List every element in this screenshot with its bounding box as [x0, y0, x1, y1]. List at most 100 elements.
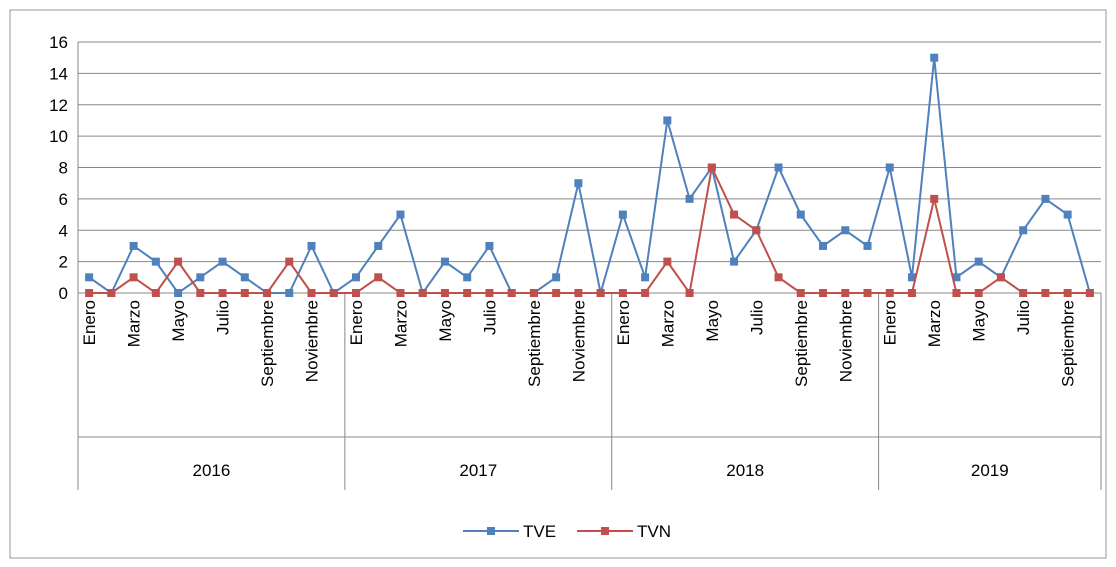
point: [129, 273, 138, 282]
x-tick-label: Marzo: [658, 300, 677, 347]
point: [952, 273, 961, 282]
point: [351, 273, 360, 282]
point: [596, 289, 605, 297]
point: [396, 210, 405, 219]
x-tick-label: Septiembre: [1059, 300, 1078, 387]
point: [974, 257, 983, 266]
point: [819, 289, 828, 297]
point: [174, 289, 183, 297]
point: [1041, 289, 1050, 297]
point: [885, 289, 894, 297]
point: [440, 257, 449, 266]
x-tick-label: Enero: [614, 300, 633, 345]
point: [463, 289, 472, 297]
x-tick-label: Julio: [214, 300, 233, 335]
point: [1063, 289, 1072, 297]
point: [196, 273, 205, 282]
x-tick-label: Mayo: [703, 300, 722, 342]
point: [552, 289, 561, 297]
group-label: 2016: [193, 461, 231, 480]
point: [730, 257, 739, 266]
point: [1041, 194, 1050, 203]
point: [641, 273, 650, 282]
x-tick-label: Marzo: [391, 300, 410, 347]
group-label: 2019: [971, 461, 1009, 480]
point: [707, 163, 716, 172]
point: [841, 226, 850, 235]
point: [618, 289, 627, 297]
point: [307, 241, 316, 250]
x-tick-label: Julio: [1014, 300, 1033, 335]
point: [1063, 210, 1072, 219]
point: [374, 273, 383, 282]
y-tick-label: 16: [49, 33, 68, 52]
point: [218, 289, 227, 297]
point: [574, 179, 583, 188]
point: [663, 116, 672, 125]
point: [285, 289, 294, 297]
point: [730, 210, 739, 219]
point: [663, 257, 672, 266]
y-tick-label: 4: [59, 221, 68, 240]
x-tick-label: Julio: [747, 300, 766, 335]
point: [907, 289, 916, 297]
x-tick-label: Mayo: [436, 300, 455, 342]
y-tick-label: 2: [59, 253, 68, 272]
x-tick-label: Noviembre: [569, 300, 588, 382]
y-tick-label: 10: [49, 127, 68, 146]
point: [952, 289, 961, 297]
point: [685, 194, 694, 203]
point: [641, 289, 650, 297]
point: [863, 289, 872, 297]
point: [574, 289, 583, 297]
point: [996, 273, 1005, 282]
point: [129, 241, 138, 250]
point: [374, 241, 383, 250]
x-tick-label: Enero: [80, 300, 99, 345]
legend-marker: [601, 527, 609, 535]
x-tick-label: Noviembre: [836, 300, 855, 382]
x-tick-label: Septiembre: [258, 300, 277, 387]
x-tick-label: Mayo: [970, 300, 989, 342]
legend-marker: [487, 527, 495, 535]
series-line: [89, 164, 1090, 296]
point: [930, 194, 939, 203]
x-tick-label: Septiembre: [525, 300, 544, 387]
point: [307, 289, 316, 297]
point: [752, 226, 761, 235]
point: [1085, 289, 1094, 297]
x-tick-label: Marzo: [925, 300, 944, 347]
point: [418, 289, 427, 297]
point: [774, 273, 783, 282]
group-label: 2017: [459, 461, 497, 480]
point: [907, 273, 916, 282]
point: [618, 210, 627, 219]
point: [529, 289, 538, 297]
point: [85, 289, 94, 297]
point: [174, 257, 183, 266]
point: [151, 289, 160, 297]
legend-label: TVN: [637, 522, 671, 541]
point: [463, 273, 472, 282]
point: [863, 241, 872, 250]
y-tick-label: 14: [49, 64, 68, 83]
y-tick-label: 6: [59, 190, 68, 209]
y-tick-label: 8: [59, 159, 68, 178]
point: [885, 163, 894, 172]
point: [196, 289, 205, 297]
point: [151, 257, 160, 266]
legend-label: TVE: [523, 522, 556, 541]
chart-border: [9, 9, 1107, 559]
point: [396, 289, 405, 297]
x-tick-label: Septiembre: [792, 300, 811, 387]
point: [974, 289, 983, 297]
series-line: [88, 57, 1091, 296]
point: [841, 289, 850, 297]
point: [485, 289, 494, 297]
point: [685, 289, 694, 297]
x-tick-label: Julio: [480, 300, 499, 335]
point: [329, 289, 338, 297]
x-tick-label: Noviembre: [303, 300, 322, 382]
x-tick-label: Enero: [347, 300, 366, 345]
point: [240, 289, 249, 297]
